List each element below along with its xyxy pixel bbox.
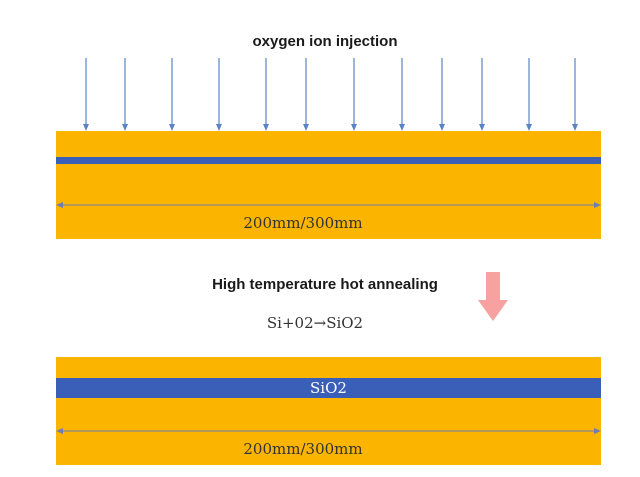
oxide-label: SiO2 xyxy=(310,379,347,397)
ion-arrow-icon xyxy=(122,58,128,131)
ion-arrow-icon xyxy=(572,58,578,131)
ion-arrow-icon xyxy=(439,58,445,131)
annealing-title: High temperature hot annealing xyxy=(212,276,438,293)
implanted-oxygen-layer xyxy=(56,157,601,164)
bottom-dimension-label: 200mm/300mm xyxy=(243,440,363,458)
top-wafer xyxy=(56,131,601,239)
ion-arrow-icon xyxy=(399,58,405,131)
dimension-left-arrow-icon xyxy=(56,428,63,434)
bottom-wafer xyxy=(56,357,601,465)
dimension-right-arrow-icon xyxy=(594,428,601,434)
ion-arrow-icon xyxy=(351,58,357,131)
ion-arrow-icon xyxy=(526,58,532,131)
ion-arrow-icon xyxy=(169,58,175,131)
ion-arrow-icon xyxy=(303,58,309,131)
buried-oxide-layer: SiO2 xyxy=(56,378,601,398)
ion-arrow-icon xyxy=(216,58,222,131)
dimension-right-arrow-icon xyxy=(594,202,601,208)
ion-arrow-icon xyxy=(83,58,89,131)
reaction-equation: Si+02→SiO2 xyxy=(266,314,364,332)
injection-title: oxygen ion injection xyxy=(252,33,398,50)
ion-arrow-icon xyxy=(263,58,269,131)
top-dimension-label: 200mm/300mm xyxy=(243,214,363,232)
ion-arrow-icon xyxy=(479,58,485,131)
dimension-left-arrow-icon xyxy=(56,202,63,208)
